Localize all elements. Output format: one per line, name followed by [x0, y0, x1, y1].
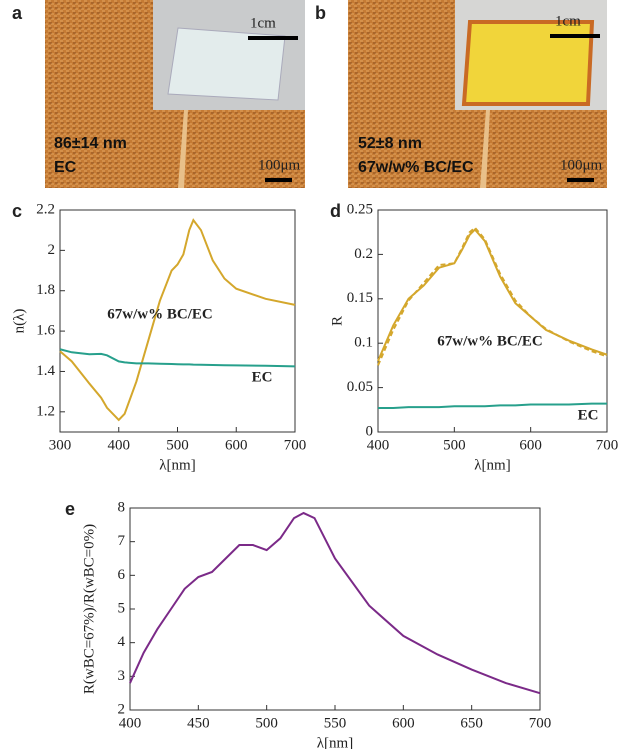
data-line [129, 511, 541, 695]
x-tick-label: 600 [519, 437, 542, 453]
scratch [178, 110, 188, 188]
scale: 100μm [258, 157, 301, 173]
panel-label: a [12, 3, 23, 23]
thickness: 52±8 nm [358, 135, 422, 152]
x-tick-label: 700 [284, 437, 307, 453]
x-axis-label: λ[nm] [317, 735, 353, 749]
y-tick-label: 1.2 [36, 403, 55, 419]
y-tick-label: 2.2 [36, 201, 55, 217]
x-tick-label: 450 [187, 715, 210, 731]
x-tick-label: 500 [255, 715, 278, 731]
y-tick-label: 1.8 [36, 282, 55, 298]
x-tick-label: 500 [166, 437, 189, 453]
panel-label: e [65, 499, 75, 519]
panel-label: d [330, 201, 341, 221]
data-line [377, 228, 608, 362]
y-tick-label: 3 [118, 668, 126, 684]
series-label: 67w/w% BC/EC [437, 333, 542, 349]
y-tick-label: 7 [118, 533, 126, 549]
film [461, 20, 595, 106]
x-axis-label: λ[nm] [159, 457, 195, 473]
inset-scale: 1cm [250, 15, 276, 31]
panel-label: b [315, 3, 326, 23]
y-tick-label: 8 [118, 499, 126, 515]
y-axis-label: R(wBC=67%)/R(wBC=0%) [81, 524, 97, 694]
x-tick-label: 550 [324, 715, 347, 731]
y-tick-label: 4 [118, 634, 126, 650]
y-tick-label: 1.4 [36, 363, 55, 379]
x-tick-label: 400 [108, 437, 131, 453]
x-tick-label: 500 [443, 437, 466, 453]
y-tick-label: 5 [118, 600, 126, 616]
x-tick-label: 600 [225, 437, 248, 453]
panel-a: a 1cm 86±14 nm EC 100μm [12, 0, 305, 188]
scratch [480, 110, 490, 188]
y-tick-label: 2 [118, 701, 126, 717]
y-tick-label: 0 [366, 423, 374, 439]
y-tick-label: 2 [48, 242, 56, 258]
y-tick-label: 0.1 [354, 335, 373, 351]
x-axis-label: λ[nm] [474, 457, 510, 473]
film [167, 27, 286, 101]
sample: 67w/w% BC/EC [358, 159, 474, 176]
y-tick-label: 0.25 [347, 201, 373, 217]
sample: EC [54, 159, 77, 176]
x-tick-label: 700 [529, 715, 552, 731]
data-line [59, 348, 296, 368]
y-tick-label: 0.2 [354, 246, 373, 262]
data-line [378, 402, 607, 410]
data-line [59, 218, 296, 422]
series-label: 67w/w% BC/EC [107, 306, 212, 322]
x-tick-label: 650 [460, 715, 483, 731]
x-tick-label: 700 [596, 437, 619, 453]
scale: 100μm [560, 157, 603, 173]
y-tick-label: 0.05 [347, 379, 373, 395]
x-tick-label: 400 [119, 715, 142, 731]
y-tick-label: 6 [118, 567, 126, 583]
x-tick-label: 400 [367, 437, 390, 453]
plot-frame [377, 209, 608, 433]
x-tick-label: 300 [49, 437, 72, 453]
y-tick-label: 0.15 [347, 290, 373, 306]
x-tick-label: 600 [392, 715, 415, 731]
inset-scale: 1cm [555, 13, 581, 29]
y-axis-label: R [329, 316, 345, 326]
series-label: EC [578, 407, 599, 423]
thickness: 86±14 nm [54, 135, 127, 152]
series-label: EC [252, 369, 273, 385]
plot-frame [129, 507, 541, 711]
panel-label: c [12, 201, 22, 221]
y-axis-label: n(λ) [11, 309, 27, 334]
y-tick-label: 1.6 [36, 323, 55, 339]
panel-b: b 1cm 52±8 nm 67w/w% BC/EC 100μm [315, 0, 607, 188]
